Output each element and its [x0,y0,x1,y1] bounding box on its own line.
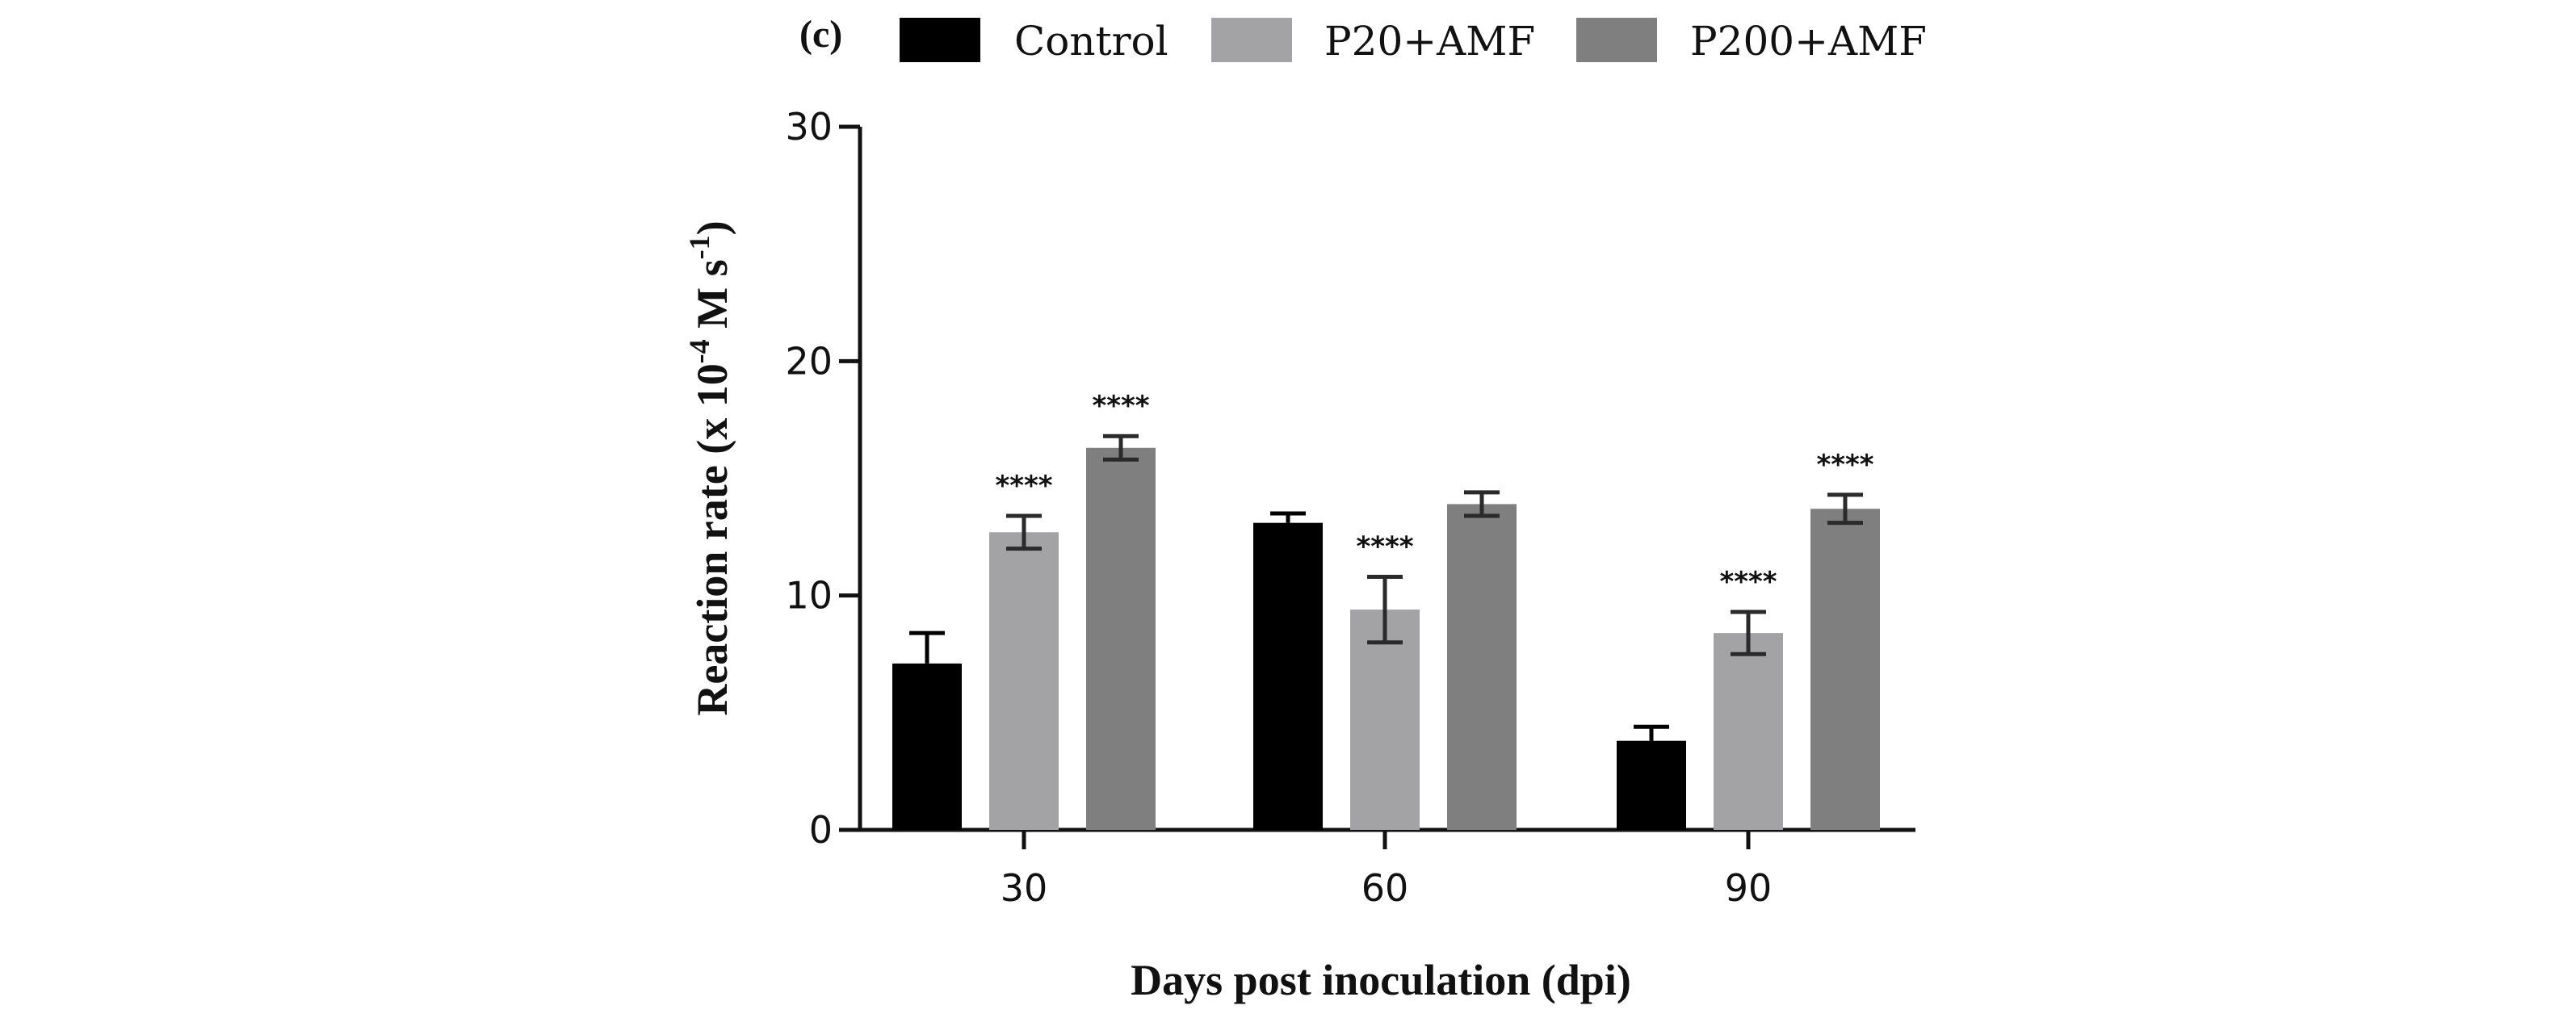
significance-label: **** [1356,530,1413,563]
legend-item-control: Control [900,18,1168,65]
error-bars [909,434,1863,741]
significance-label: **** [995,470,1052,502]
significance-label: **** [1092,390,1149,422]
y-axis-title-prefix: Reaction rate (x 10 [688,363,736,715]
bar [1253,522,1323,830]
x-axis-ticks: 30 60 90 [1001,830,1773,910]
y-tick-label: 20 [785,339,833,383]
legend-swatch-control [900,18,980,62]
legend-item-p20-amf: P20+AMF [1211,18,1535,65]
legend-swatch-p20-amf [1211,18,1292,62]
y-tick-label: 30 [785,105,833,149]
y-axis-ticks: 0 10 20 30 [785,105,860,852]
bar [1447,504,1517,830]
bar [1086,447,1156,830]
bars [892,447,1880,830]
bar [1810,509,1880,830]
legend: Control P20+AMF P200+AMF [900,18,1927,65]
y-axis-title: Reaction rate (x 10-4 M s-1) [683,220,736,715]
bar [1350,610,1420,830]
y-axis-title-exponent-1: -4 [683,339,715,363]
legend-label-p200-amf: P200+AMF [1690,18,1927,65]
bar [989,532,1059,830]
x-tick-label: 30 [1001,866,1048,910]
y-tick-label: 0 [809,808,833,852]
bar [892,663,962,830]
bar [1714,633,1783,830]
legend-swatch-p200-amf [1576,18,1657,62]
y-axis-title-suffix: ) [688,220,736,235]
y-axis-title-middle: M s [688,259,736,339]
significance-marks: **** **** **** **** **** [995,390,1873,598]
significance-label: **** [1816,449,1873,481]
panel-label: (c) [799,13,842,56]
x-tick-label: 90 [1725,866,1773,910]
x-axis-title: Days post inoculation (dpi) [1131,956,1631,1004]
legend-item-p200-amf: P200+AMF [1576,18,1927,65]
legend-label-p20-amf: P20+AMF [1324,18,1535,65]
y-axis-title-exponent-2: -1 [683,235,715,259]
significance-label: **** [1719,566,1777,598]
bar [1617,740,1686,830]
y-tick-label: 10 [785,574,833,618]
x-tick-label: 60 [1361,866,1409,910]
legend-label-control: Control [1014,18,1168,65]
